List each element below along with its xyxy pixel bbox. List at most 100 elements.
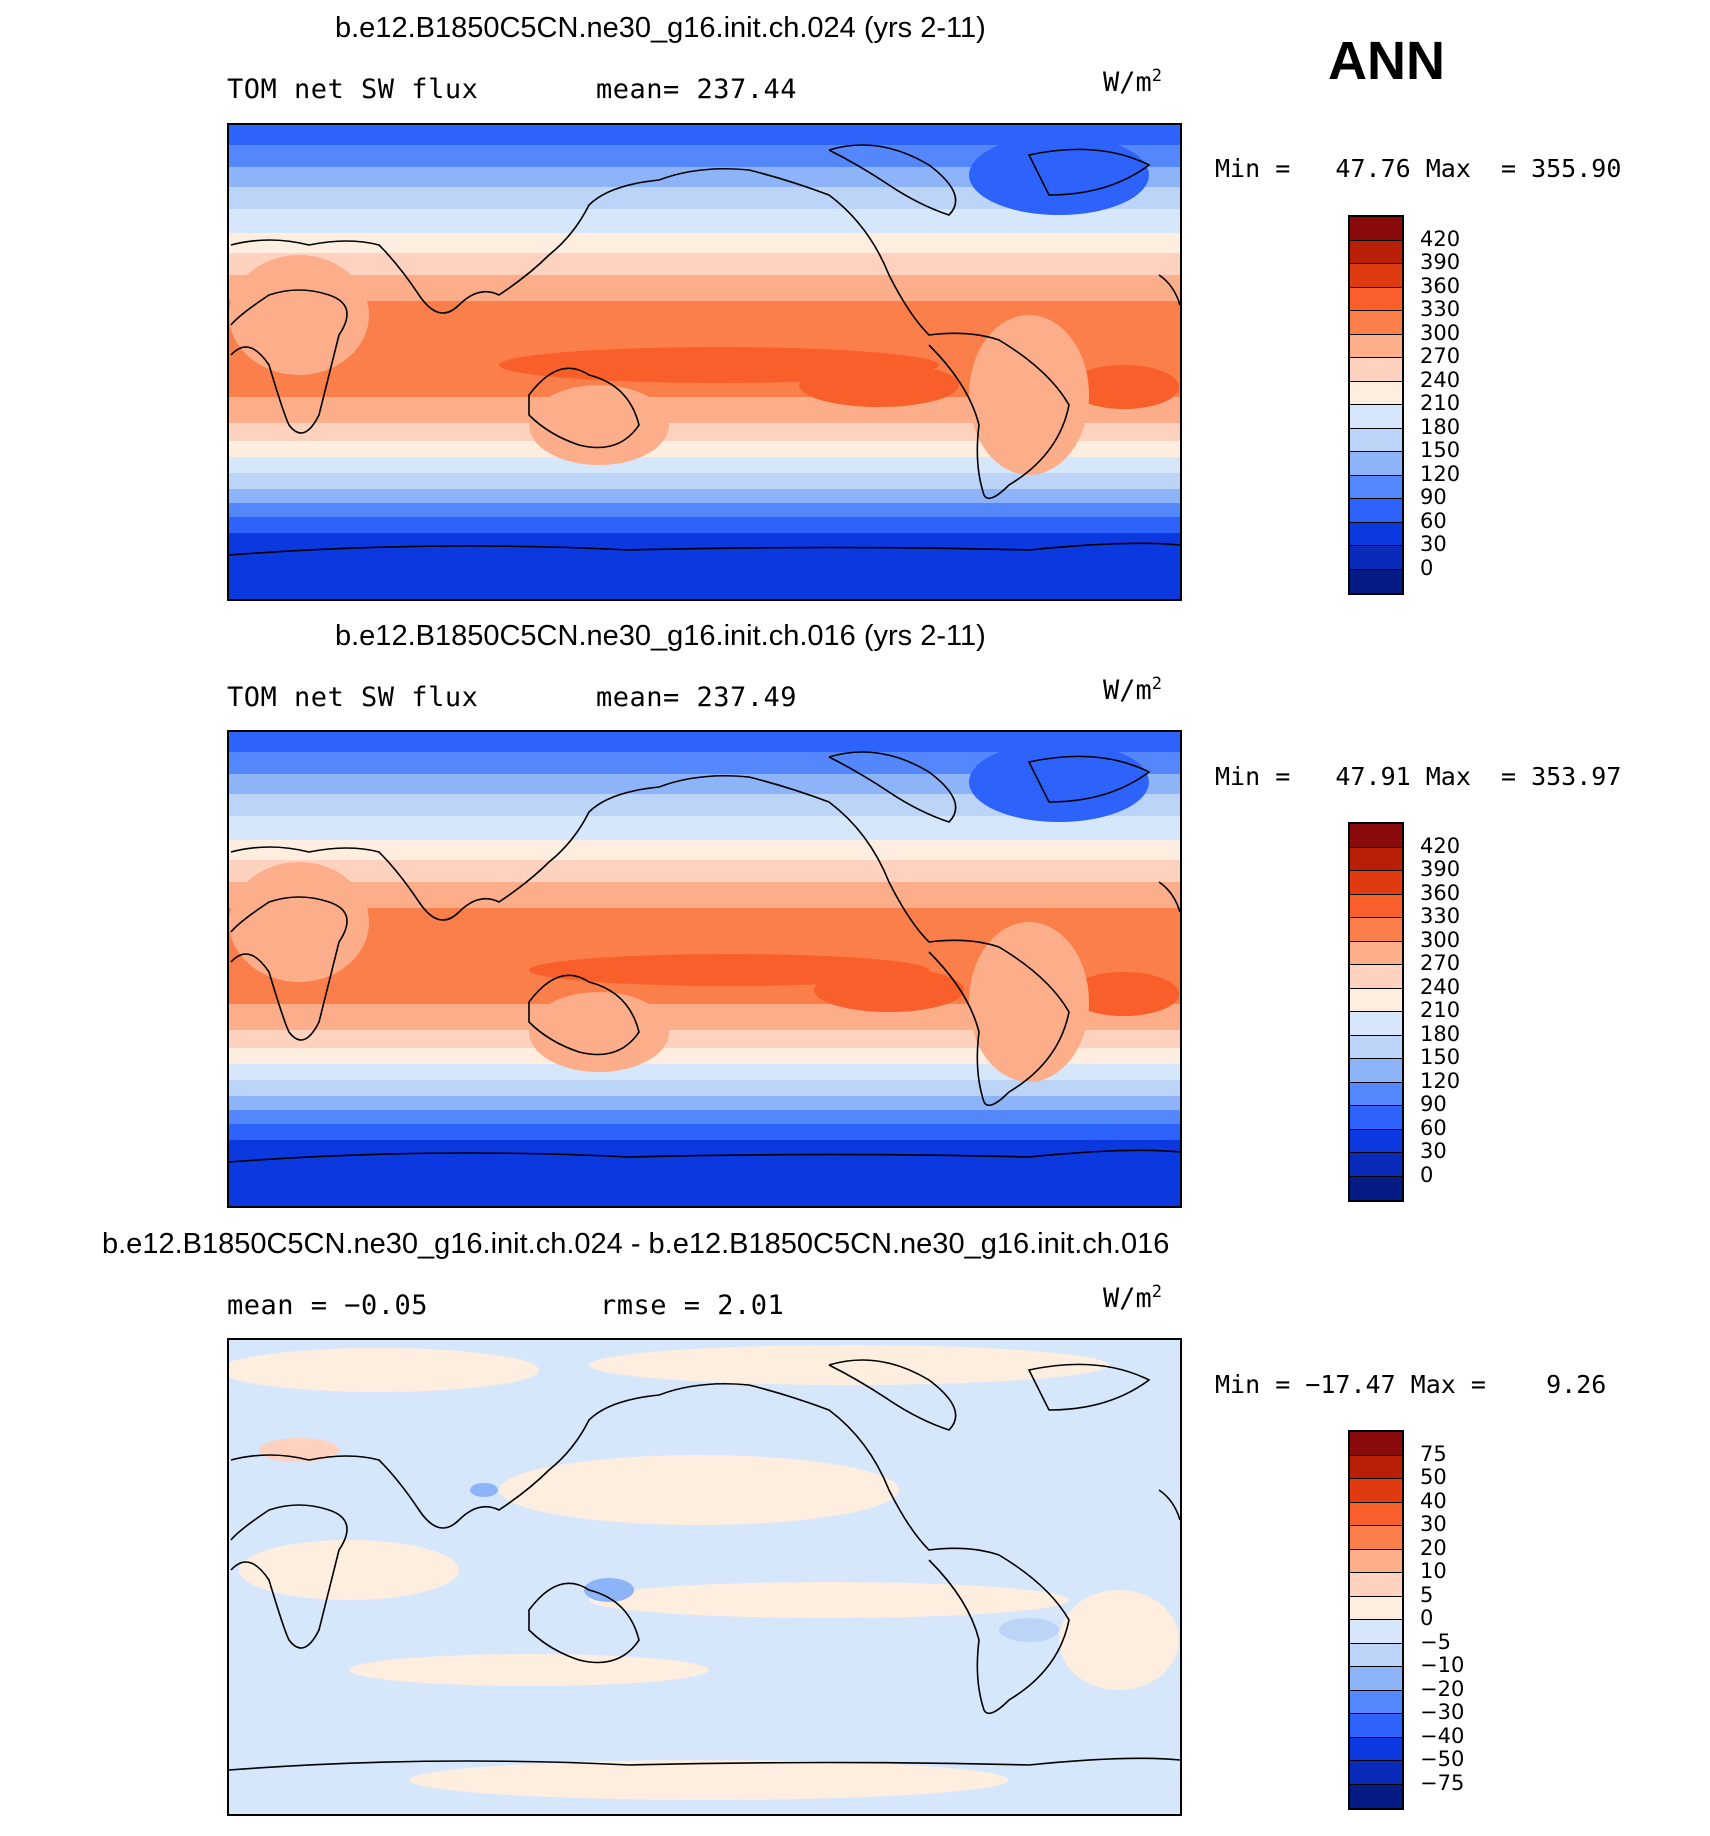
colorbar-swatch — [1350, 1526, 1402, 1550]
colorbar-tick-label: 40 — [1420, 1488, 1447, 1513]
colorbar-swatch — [1350, 1714, 1402, 1738]
field-label: TOM net SW flux — [227, 682, 479, 713]
colorbar-swatch — [1350, 1549, 1402, 1573]
colorbar-swatch — [1350, 1176, 1402, 1200]
colorbar-tick-label: −40 — [1420, 1723, 1465, 1748]
colorbar-swatch — [1350, 1106, 1402, 1130]
colorbar-swatch — [1350, 894, 1402, 918]
colorbar-swatch — [1350, 381, 1402, 405]
colorbar-swatch — [1350, 311, 1402, 335]
colorbar-tick-label: −75 — [1420, 1770, 1465, 1795]
mean-label: mean= 237.49 — [596, 682, 798, 713]
colorbar-swatch — [1350, 569, 1402, 593]
colorbar-swatch — [1350, 358, 1402, 382]
colorbar-labels: 75 50 40 30 20 10 5 0 −5 −10 −20 −30 −40 −50 −75 — [1420, 1430, 1500, 1806]
colorbar-tick-label: 150 — [1420, 1045, 1461, 1069]
colorbar-tick-label: 30 — [1420, 1139, 1447, 1163]
colorbar-swatch — [1350, 918, 1402, 942]
colorbar-tick-label: 420 — [1420, 226, 1461, 251]
colorbar-tick-label: 5 — [1420, 1582, 1434, 1607]
colorbar-swatch — [1350, 405, 1402, 429]
colorbar-tick-label: 270 — [1420, 951, 1461, 975]
colorbar-tick-label: 270 — [1420, 344, 1461, 368]
colorbar-tick-label: 300 — [1420, 320, 1461, 345]
colorbar-swatch — [1350, 264, 1402, 288]
colorbar-swatch — [1350, 1643, 1402, 1667]
colorbar-tick-label: 75 — [1420, 1441, 1447, 1466]
colorbar-tick-label: −50 — [1420, 1747, 1465, 1771]
colorbar-tick-label: 210 — [1420, 391, 1461, 415]
colorbar-tick-label: 90 — [1420, 485, 1447, 509]
colorbar-tick-label: −30 — [1420, 1700, 1465, 1724]
minmax-label: Min = 47.91 Max = 353.97 — [1215, 762, 1622, 791]
field-label: TOM net SW flux — [227, 74, 479, 105]
colorbar-tick-label: 0 — [1420, 1606, 1434, 1630]
colorbar-tick-label: 180 — [1420, 414, 1461, 439]
colorbar-tick-label: 0 — [1420, 1162, 1434, 1187]
colorbar-tick-label: 20 — [1420, 1535, 1447, 1560]
minmax-label: Min = −17.47 Max = 9.26 — [1215, 1370, 1607, 1399]
map-field — [229, 732, 1180, 1206]
colorbar-tick-label: −5 — [1420, 1629, 1451, 1654]
map-field — [229, 125, 1180, 599]
colorbar-tick-label: 120 — [1420, 461, 1461, 486]
colorbar-swatch — [1350, 240, 1402, 264]
colorbar-tick-label: 30 — [1420, 532, 1447, 556]
colorbar-swatch — [1350, 1479, 1402, 1503]
minmax-label: Min = 47.76 Max = 355.90 — [1215, 154, 1622, 183]
colorbar-tick-label: 60 — [1420, 1115, 1447, 1140]
panel-title: b.e12.B1850C5CN.ne30_g16.init.ch.024 (yr… — [335, 12, 986, 44]
colorbar-tick-label: 180 — [1420, 1021, 1461, 1046]
colorbar-swatch — [1350, 1690, 1402, 1714]
panel-title: b.e12.B1850C5CN.ne30_g16.init.ch.024 - b… — [102, 1228, 1170, 1260]
colorbar-swatch — [1350, 1667, 1402, 1691]
colorbar-swatch — [1350, 428, 1402, 452]
colorbar-tick-label: 90 — [1420, 1092, 1447, 1116]
colorbar-swatch — [1350, 1620, 1402, 1644]
units-label: W/m2 — [1103, 674, 1163, 706]
colorbar-swatch — [1350, 941, 1402, 965]
colorbar-tick-label: 150 — [1420, 438, 1461, 462]
colorbar-tick-label: 300 — [1420, 927, 1461, 952]
colorbar-tick-label: 390 — [1420, 250, 1461, 274]
colorbar-swatch — [1350, 475, 1402, 499]
colorbar-swatch — [1350, 988, 1402, 1012]
map-plot — [227, 123, 1182, 601]
colorbar-swatch — [1350, 1596, 1402, 1620]
colorbar-swatch — [1350, 1082, 1402, 1106]
units-label: W/m2 — [1103, 1282, 1163, 1314]
colorbar-swatch — [1350, 1035, 1402, 1059]
colorbar-tick-label: 420 — [1420, 833, 1461, 858]
colorbar-tick-label: 120 — [1420, 1068, 1461, 1093]
rmse-label: rmse = 2.01 — [600, 1290, 785, 1321]
colorbar-swatch — [1350, 217, 1402, 241]
colorbar-swatch — [1350, 546, 1402, 570]
colorbar-swatch — [1350, 1129, 1402, 1153]
map-plot — [227, 730, 1182, 1208]
colorbar-swatch — [1350, 1737, 1402, 1761]
colorbar-swatch — [1350, 1573, 1402, 1597]
colorbar-swatch — [1350, 522, 1402, 546]
colorbar-swatch — [1350, 1012, 1402, 1036]
colorbar-tick-label: 10 — [1420, 1559, 1447, 1583]
colorbar-tick-label: 360 — [1420, 880, 1461, 905]
colorbar-tick-label: 30 — [1420, 1512, 1447, 1536]
colorbar-tick-label: 0 — [1420, 555, 1434, 580]
colorbar-tick-label: 50 — [1420, 1465, 1447, 1489]
colorbar-tick-label: 210 — [1420, 998, 1461, 1022]
colorbar-swatch — [1350, 1761, 1402, 1785]
colorbar-tick-label: −20 — [1420, 1676, 1465, 1701]
colorbar-swatch — [1350, 287, 1402, 311]
colorbar-swatch — [1350, 452, 1402, 476]
map-field — [229, 1340, 1180, 1814]
colorbar-tick-label: 240 — [1420, 974, 1461, 999]
colorbar-tick-label: 330 — [1420, 297, 1461, 321]
colorbar — [1348, 1430, 1404, 1810]
mean-label: mean = −0.05 — [227, 1290, 429, 1321]
season-label: ANN — [1328, 31, 1445, 91]
colorbar-tick-label: 240 — [1420, 367, 1461, 392]
colorbar-swatch — [1350, 1153, 1402, 1177]
units-label: W/m2 — [1103, 66, 1163, 98]
colorbar-swatch — [1350, 871, 1402, 895]
colorbar — [1348, 215, 1404, 595]
